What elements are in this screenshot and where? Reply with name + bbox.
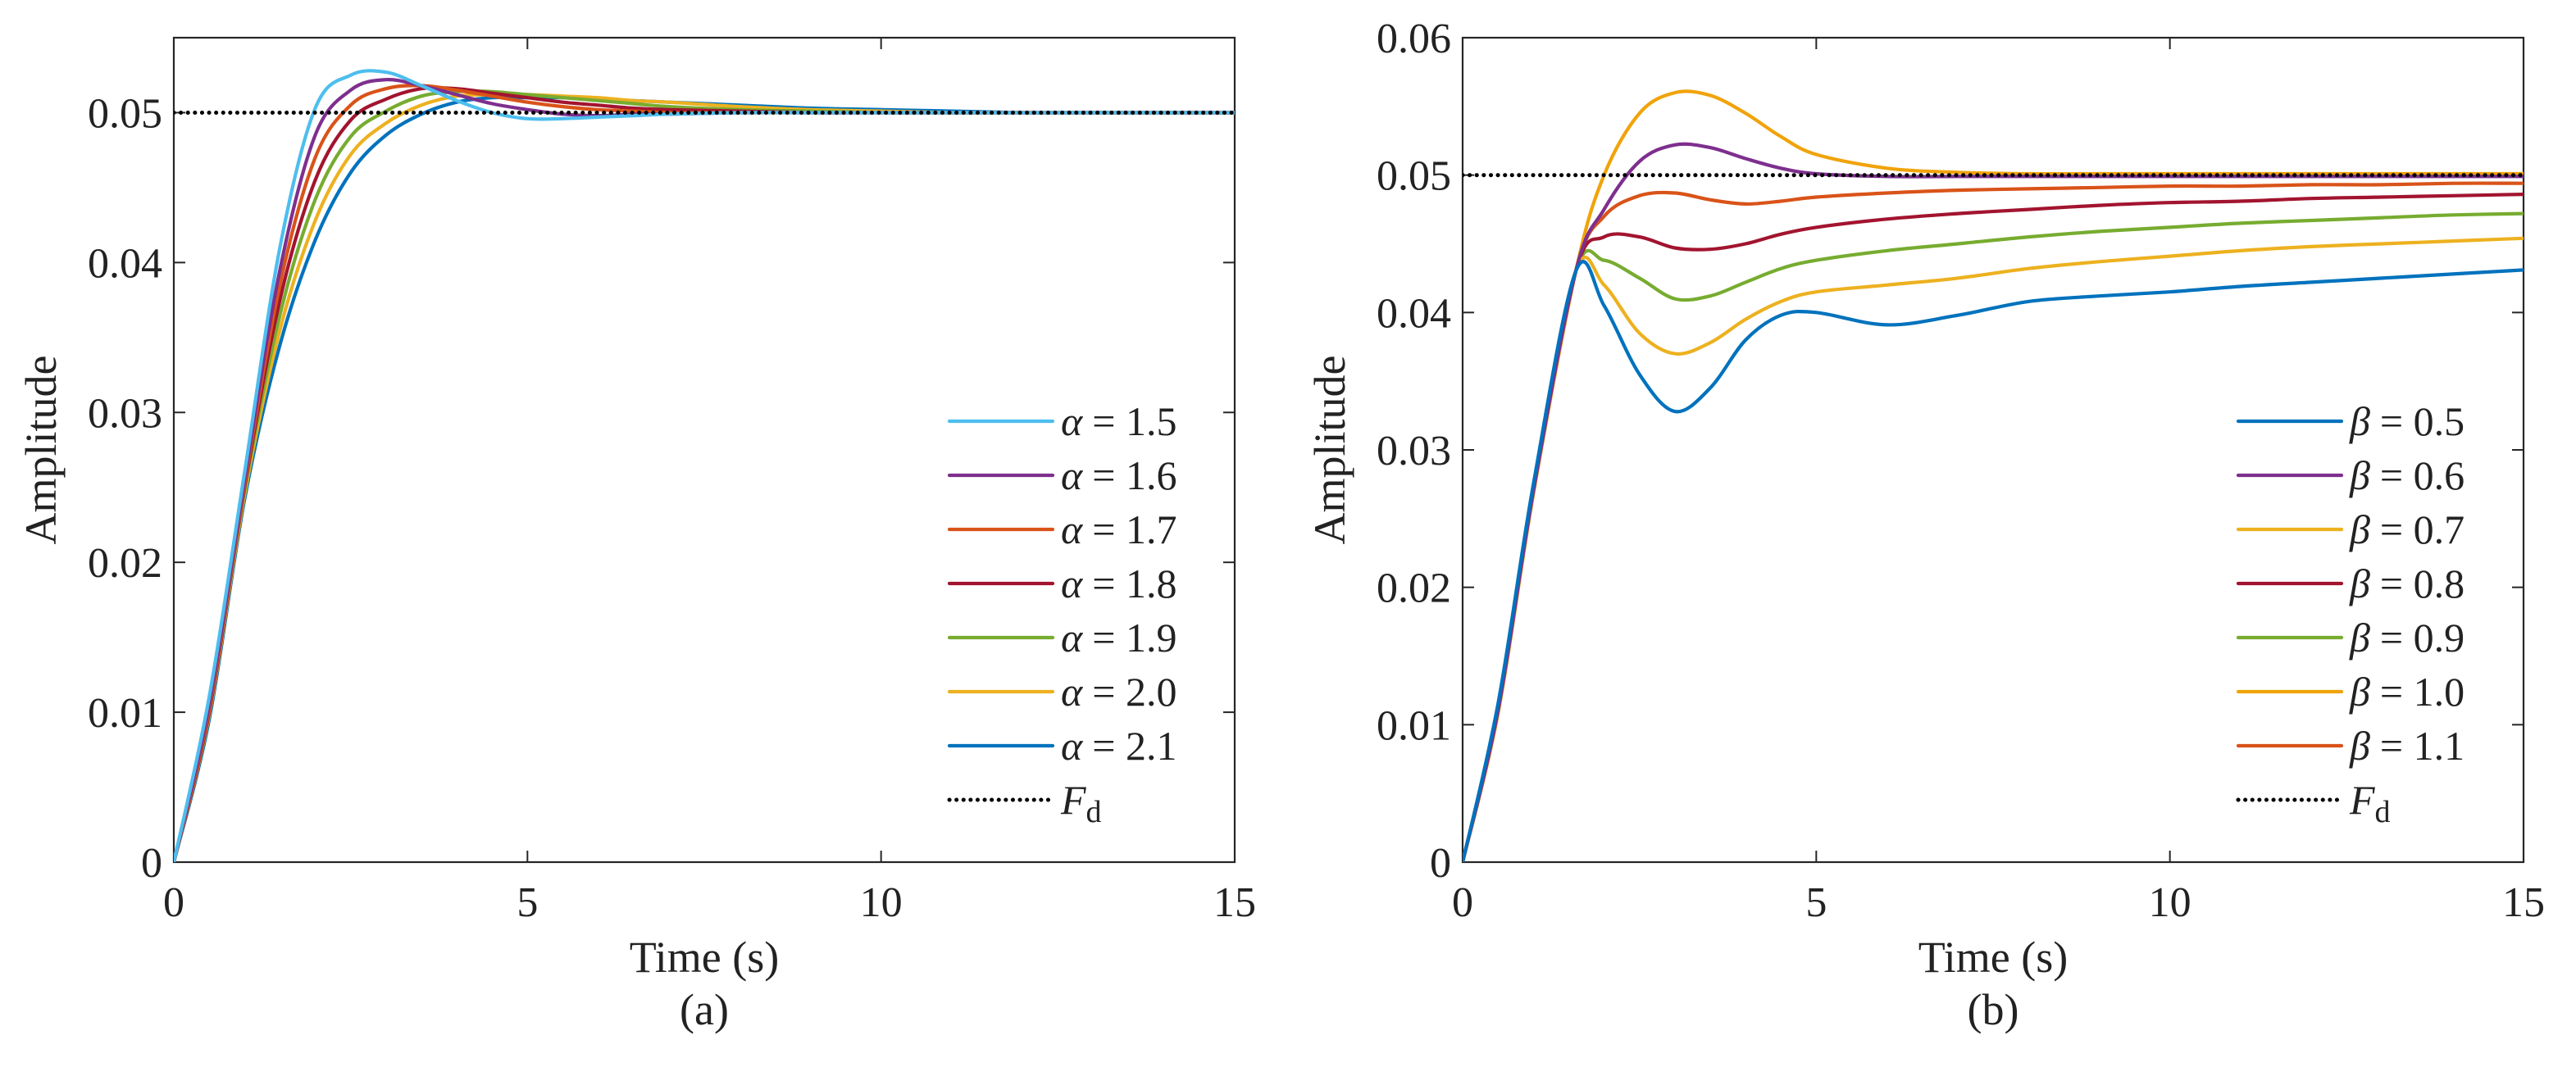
legend-symbol: α (1061, 615, 1084, 661)
x-tick-label: 15 (1213, 879, 1256, 926)
legend-symbol: F (2349, 777, 2375, 823)
y-tick-label: 0.06 (1377, 16, 1451, 62)
legend-symbol: α (1061, 723, 1084, 769)
legend-symbol: β (2349, 452, 2370, 498)
x-tick-label: 0 (163, 879, 184, 926)
legend-value: = 1.1 (2380, 723, 2464, 769)
legend-entry-label: α = 1.8 (1061, 561, 1176, 606)
panel-b: 0 5 10 15 0 0.01 0.02 0.03 0.04 0.05 0.06 Time (s) A… (1305, 16, 2545, 1034)
y-tick-label: 0.03 (1377, 428, 1451, 474)
panel-label: (b) (1968, 985, 2019, 1034)
legend-entry-label: β = 0.6 (2349, 452, 2464, 498)
legend-symbol: β (2349, 615, 2370, 661)
legend-symbol: α (1061, 452, 1084, 498)
legend-value: = 0.6 (2380, 452, 2464, 498)
legend-value: = 1.7 (1092, 506, 1176, 552)
legend-entry-label: α = 1.5 (1061, 398, 1176, 444)
x-tick-label: 5 (517, 879, 538, 926)
legend-value: = 0.7 (2380, 506, 2464, 552)
legend-value: = 2.1 (1092, 723, 1176, 769)
plot-area (174, 69, 1235, 862)
legend-value: = 1.0 (2380, 669, 2464, 715)
legend: α = 1.5α = 1.6α = 1.7α = 1.8α = 1.9α = 2.0α = 2… (947, 398, 1176, 829)
legend-entry-label: β = 0.8 (2349, 561, 2464, 606)
legend-entry-label: α = 1.9 (1061, 615, 1176, 661)
x-tick-label: 10 (2149, 879, 2191, 926)
y-axis-title: Amplitude (1305, 356, 1354, 545)
y-tick-label: 0 (1430, 840, 1451, 887)
legend-entry-label: β = 0.7 (2349, 506, 2464, 552)
panel-a: 0 5 10 15 0 0.01 0.02 0.03 0.04 0.05 Time (s) Ampli… (16, 36, 1256, 1034)
legend-subscript: d (2375, 795, 2391, 829)
x-tick-label: 10 (860, 879, 903, 926)
legend-symbol: α (1061, 506, 1084, 552)
legend-entry-label: β = 1.1 (2349, 723, 2464, 769)
legend-symbol: β (2349, 669, 2370, 715)
legend-entry-label: α = 1.7 (1061, 506, 1176, 552)
legend-value: = 1.6 (1092, 452, 1176, 498)
legend-symbol: α (1061, 561, 1084, 606)
legend-entry-label: β = 0.9 (2349, 615, 2464, 661)
y-tick-label: 0.05 (1377, 153, 1451, 200)
series-line-curve-0 (174, 69, 1235, 862)
y-tick-label: 0.02 (88, 540, 162, 587)
legend-value: = 0.9 (2380, 615, 2464, 661)
legend-symbol: β (2349, 561, 2370, 606)
legend-symbol: β (2349, 398, 2370, 444)
x-tick-label: 15 (2502, 879, 2545, 926)
y-tick-label: 0.01 (1377, 702, 1451, 749)
y-tick-label: 0.04 (88, 240, 162, 287)
legend-value: = 1.5 (1092, 398, 1176, 444)
legend-entry-label: β = 0.5 (2349, 398, 2464, 444)
legend-entry-label: Fd (2349, 777, 2391, 829)
panel-label: (a) (680, 985, 729, 1034)
plot-area (1463, 89, 2524, 862)
x-axis-title: Time (s) (1918, 933, 2069, 982)
y-axis-title: Amplitude (16, 356, 66, 545)
y-tick-label: 0 (141, 840, 162, 887)
legend-value: = 2.0 (1092, 669, 1176, 715)
legend-value: = 1.8 (1092, 561, 1176, 606)
x-tick-label: 5 (1805, 879, 1827, 926)
legend-value: = 1.9 (1092, 615, 1176, 661)
legend: β = 0.5β = 0.6β = 0.7β = 0.8β = 0.9β = 1.0β = 1… (2236, 398, 2464, 829)
y-tick-label: 0.01 (88, 690, 162, 737)
legend-symbol: β (2349, 506, 2370, 552)
legend-entry-label: α = 2.1 (1061, 723, 1176, 769)
x-axis-title: Time (s) (630, 933, 780, 982)
legend-symbol: F (1060, 777, 1086, 823)
legend-symbol: α (1061, 398, 1084, 444)
y-tick-label: 0.03 (88, 390, 162, 437)
legend-symbol: α (1061, 669, 1084, 715)
legend-symbol: β (2349, 723, 2370, 769)
y-tick-label: 0.05 (88, 90, 162, 137)
x-tick-label: 0 (1452, 879, 1473, 926)
y-tick-label: 0.04 (1377, 290, 1451, 337)
legend-entry-label: α = 2.0 (1061, 669, 1176, 715)
legend-subscript: d (1086, 795, 1102, 829)
legend-entry-label: α = 1.6 (1061, 452, 1176, 498)
y-tick-label: 0.02 (1377, 565, 1451, 612)
legend-value: = 0.8 (2380, 561, 2464, 606)
legend-entry-label: Fd (1060, 777, 1102, 829)
series-line-curve-0 (1463, 260, 2524, 862)
legend-entry-label: β = 1.0 (2349, 669, 2464, 715)
legend-value: = 0.5 (2380, 398, 2464, 444)
